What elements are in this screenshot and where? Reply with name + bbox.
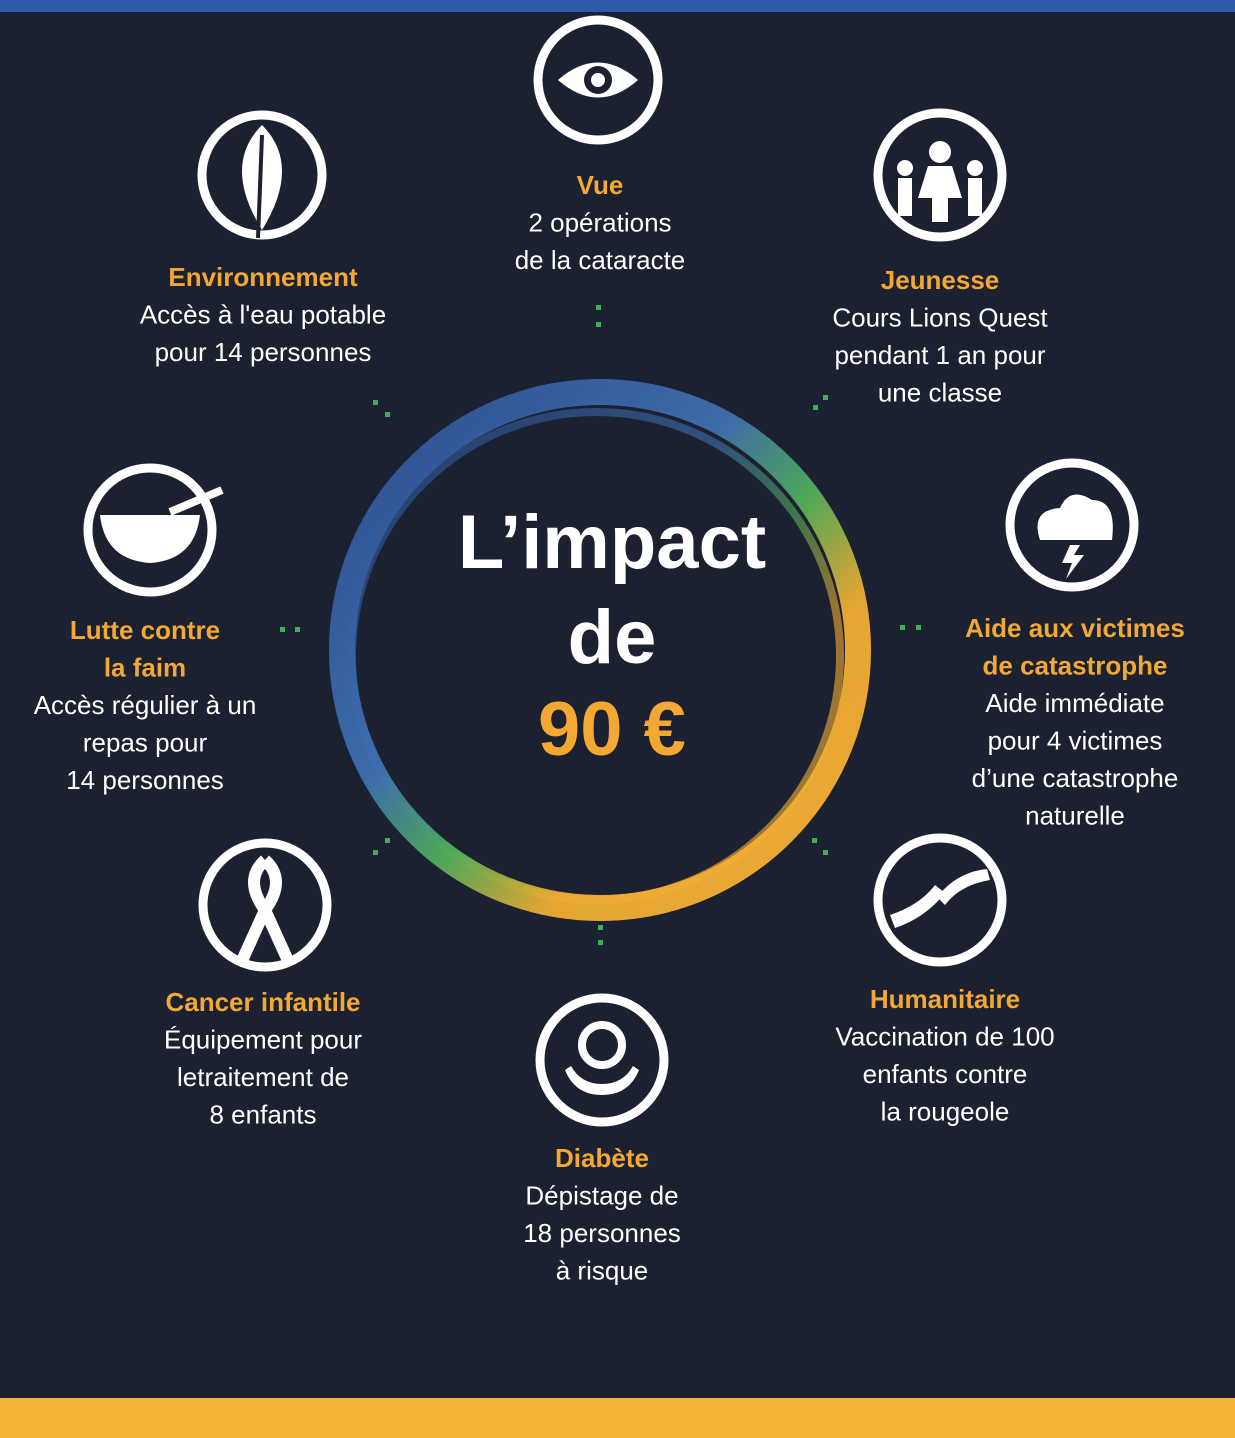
cause-text: Cours Lions Quest [832,302,1048,332]
cause-text: pendant 1 an pour [834,340,1045,370]
cause-text: à risque [556,1255,649,1285]
cause-title: la faim [104,652,186,682]
cause-text: Équipement pour [164,1024,362,1054]
cause-title: Aide aux victimes [965,613,1185,643]
cause-title: Humanitaire [870,984,1020,1014]
cause-text: la rougeole [881,1096,1010,1126]
cause-text: 14 personnes [66,765,224,795]
infographic: L’impact de90 € Vue 2 opérations de la cata… [0,0,1235,1438]
cause-text: d’une catastrophe [972,763,1179,793]
cause-text: Accès à l'eau potable [140,299,386,329]
cause-text: 8 enfants [210,1099,317,1129]
cause-title: Lutte contre [70,615,220,645]
center-line: L’impact [458,500,766,585]
center-line: de [568,595,657,680]
cause-title: Vue [577,170,624,200]
top-strip [0,0,1235,12]
cause-text: une classe [878,377,1002,407]
cause-text: Dépistage de [525,1180,678,1210]
cause-text: letraitement de [177,1062,349,1092]
cause-text: Vaccination de 100 [835,1021,1054,1051]
center-line: 90 € [538,687,686,772]
cause-title: Diabète [555,1143,649,1173]
cause-title: Environnement [168,262,358,292]
cause-text: repas pour [83,727,208,757]
cause-text: 2 opérations [528,207,671,237]
cause-text: enfants contre [863,1059,1028,1089]
cause-text: naturelle [1025,800,1125,830]
cause-title: Cancer infantile [165,987,360,1017]
cause-text: pour 4 victimes [988,725,1163,755]
cause-text: 18 personnes [523,1218,681,1248]
cause-title: Jeunesse [881,265,1000,295]
cause-text: Accès régulier à un [34,690,257,720]
cause-text: de la cataracte [515,245,686,275]
cause-text: pour 14 personnes [155,337,372,367]
bottom-band [0,1398,1235,1438]
cause-text: Aide immédiate [985,688,1164,718]
cause-title: de catastrophe [983,650,1168,680]
